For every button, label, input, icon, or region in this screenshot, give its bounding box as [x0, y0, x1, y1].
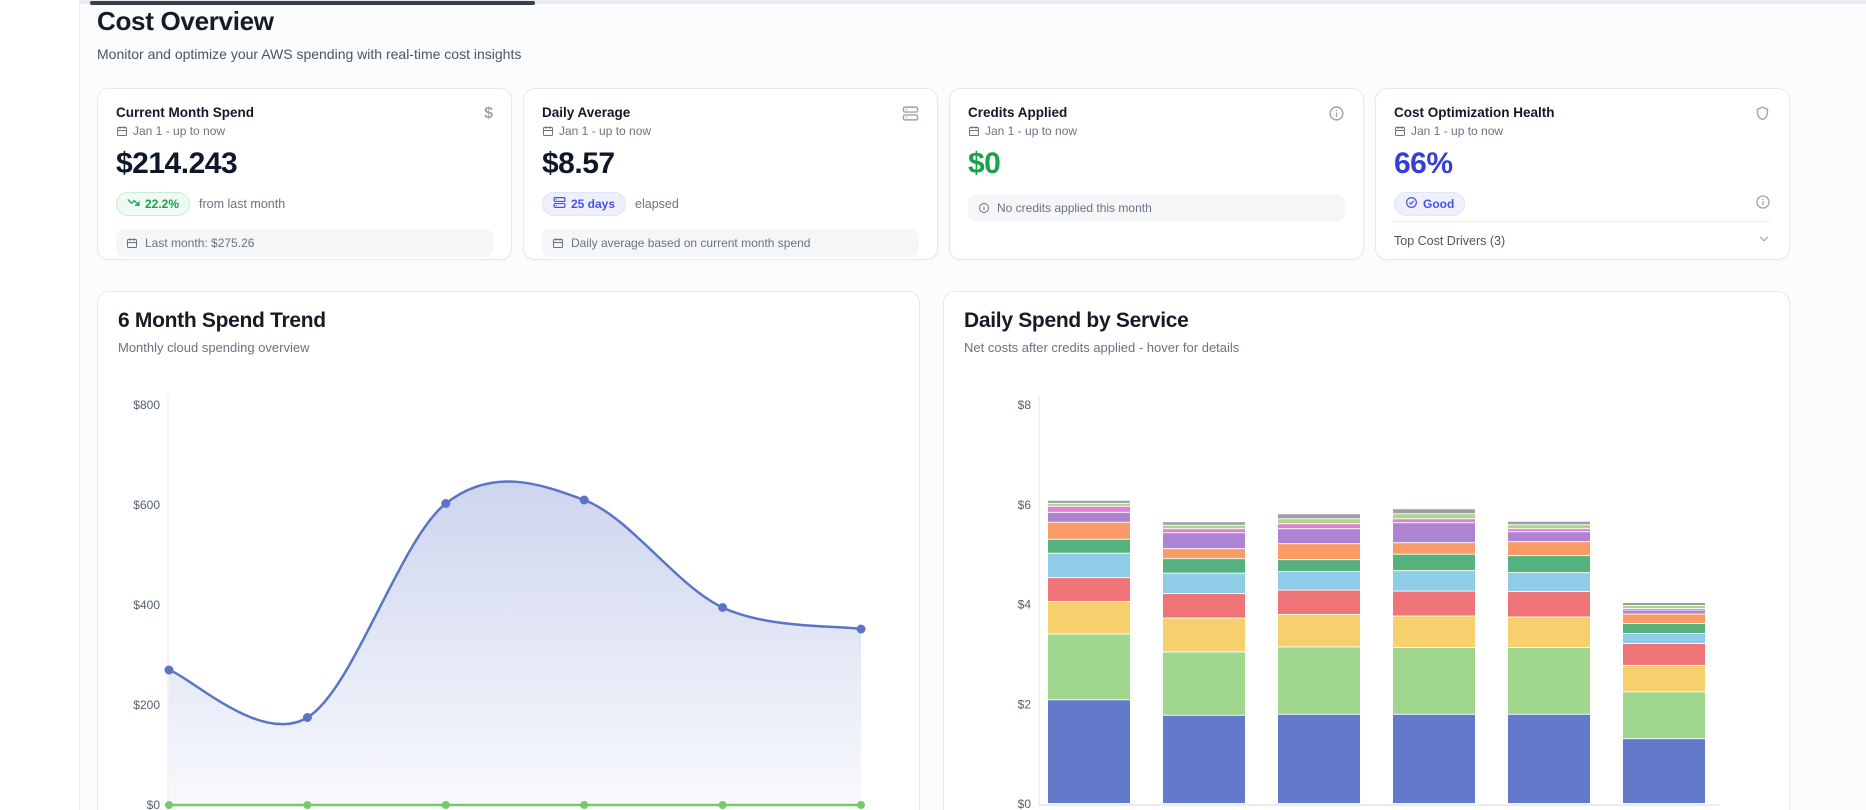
card-value: 66%: [1394, 147, 1453, 180]
days-elapsed-label: 25 days: [571, 197, 616, 211]
six-month-spend-trend-panel: 6 Month Spend Trend Monthly cloud spendi…: [97, 291, 920, 810]
daily-spend-by-service-chart[interactable]: $8 $6 $4 $2 $0: [944, 292, 1791, 810]
svg-text:$8: $8: [1018, 398, 1032, 412]
top-cost-drivers-label: Top Cost Drivers (3): [1394, 233, 1506, 248]
card-period-text: Jan 1 - up to now: [1411, 124, 1504, 138]
page-title: Cost Overview: [97, 6, 274, 36]
chevron-down-icon: [1757, 232, 1771, 249]
check-circle-icon: [1405, 196, 1418, 212]
card-period: Jan 1 - up to now: [542, 124, 651, 138]
card-cost-optimization-health: Cost Optimization Health Jan 1 - up to n…: [1375, 88, 1790, 260]
card-value: $0: [968, 147, 1001, 180]
card-title: Credits Applied: [968, 105, 1068, 120]
info-icon: [1328, 105, 1345, 127]
calendar-icon: [552, 237, 564, 249]
days-elapsed-badge: 25 days: [542, 192, 627, 216]
left-gutter: [0, 0, 80, 810]
card-period-text: Jan 1 - up to now: [559, 124, 652, 138]
card-period-text: Jan 1 - up to now: [133, 124, 226, 138]
card-credits-applied: Credits Applied Jan 1 - up to now $0 No …: [949, 88, 1364, 260]
horizontal-scrollbar-thumb[interactable]: [90, 1, 535, 5]
calendar-icon: [116, 125, 128, 137]
panel-title: 6 Month Spend Trend: [118, 309, 326, 332]
card-footer-note: Daily average based on current month spe…: [542, 229, 919, 257]
card-title: Current Month Spend: [116, 105, 254, 120]
calendar-icon: [542, 125, 554, 137]
card-daily-average: Daily Average Jan 1 - up to now $8.57 25…: [523, 88, 938, 260]
calendar-icon: [1394, 125, 1406, 137]
svg-text:$200: $200: [133, 698, 160, 712]
badge-suffix: from last month: [199, 197, 286, 211]
card-footer-text: No credits applied this month: [997, 201, 1152, 215]
panel-subtitle: Net costs after credits applied - hover …: [964, 340, 1240, 355]
panel-title: Daily Spend by Service: [964, 309, 1189, 332]
svg-text:$0: $0: [147, 798, 161, 810]
server-icon: [553, 196, 566, 212]
card-current-month-spend: Current Month Spend Jan 1 - up to now $ …: [97, 88, 512, 260]
calendar-icon: [968, 125, 980, 137]
top-border: [80, 0, 1866, 4]
card-period: Jan 1 - up to now: [968, 124, 1077, 138]
svg-text:$400: $400: [133, 598, 160, 612]
card-footer-text: Last month: $275.26: [145, 236, 255, 250]
card-period: Jan 1 - up to now: [116, 124, 254, 138]
card-title: Cost Optimization Health: [1394, 105, 1555, 120]
card-footer-note: No credits applied this month: [968, 194, 1345, 222]
card-value: $8.57: [542, 147, 615, 180]
trend-badge-label: 22.2%: [145, 197, 180, 211]
shield-icon: [1754, 105, 1771, 127]
card-title: Daily Average: [542, 105, 631, 120]
panel-subtitle: Monthly cloud spending overview: [118, 340, 310, 355]
health-status-badge: Good: [1394, 192, 1466, 216]
daily-spend-by-service-panel: Daily Spend by Service Net costs after c…: [943, 291, 1790, 810]
dollar-icon: $: [484, 105, 493, 122]
server-icon: [902, 105, 919, 127]
health-status-label: Good: [1423, 197, 1455, 211]
info-icon[interactable]: [1755, 194, 1771, 215]
calendar-icon: [126, 237, 138, 249]
svg-text:$600: $600: [133, 498, 160, 512]
top-cost-drivers-toggle[interactable]: Top Cost Drivers (3): [1394, 221, 1771, 249]
trending-down-icon: [127, 196, 140, 212]
svg-text:$2: $2: [1018, 697, 1032, 711]
trend-badge: 22.2%: [116, 192, 191, 216]
info-icon: [978, 202, 990, 214]
svg-text:$6: $6: [1018, 498, 1032, 512]
svg-text:$4: $4: [1018, 598, 1032, 612]
badge-suffix: elapsed: [635, 197, 679, 211]
six-month-spend-trend-chart[interactable]: $800 $600 $400 $200 $0: [98, 292, 921, 810]
card-period-text: Jan 1 - up to now: [985, 124, 1078, 138]
card-value: $214.243: [116, 147, 238, 180]
svg-text:$800: $800: [133, 398, 160, 412]
page-subtitle: Monitor and optimize your AWS spending w…: [97, 46, 522, 62]
svg-text:$0: $0: [1018, 797, 1032, 810]
card-footer-text: Daily average based on current month spe…: [571, 236, 811, 250]
card-period: Jan 1 - up to now: [1394, 124, 1555, 138]
card-footer-note: Last month: $275.26: [116, 229, 493, 257]
